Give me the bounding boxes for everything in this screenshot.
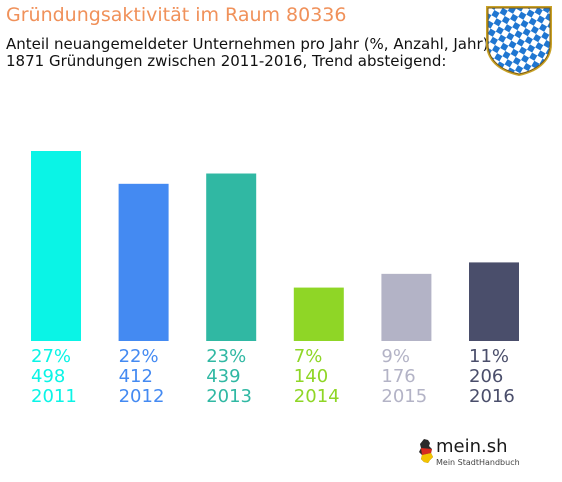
subtitle-line-1: Anteil neuangemeldeter Unternehmen pro J… — [6, 35, 489, 53]
percent-label: 9% — [381, 346, 410, 367]
brand-suffix: .sh — [481, 436, 508, 457]
year-label: 2013 — [206, 386, 252, 407]
year-label: 2015 — [381, 386, 428, 407]
bar-2016 — [469, 262, 519, 341]
bar-label-2012: 22% 412 2012 — [119, 347, 189, 407]
brand-logo: mein.sh — [436, 436, 508, 457]
bar-label-2013: 23% 439 2013 — [206, 347, 276, 407]
count-label: 140 — [293, 366, 329, 387]
year-label: 2012 — [118, 386, 165, 407]
bar-label-2016: 11% 206 2016 — [469, 347, 539, 407]
bar-label-2015: 9% 176 2015 — [381, 347, 451, 407]
bar-2015 — [381, 273, 432, 341]
germany-map-icon — [419, 439, 433, 463]
percent-label: 7% — [293, 346, 323, 367]
count-label: 176 — [381, 366, 416, 387]
percent-label: 11% — [469, 346, 510, 367]
bar-label-2014: 7% 140 2014 — [294, 347, 364, 407]
bar-2014 — [293, 287, 344, 341]
brand-name: mein — [436, 436, 482, 457]
subtitle-line-2: 1871 Gründungen zwischen 2011-2016, Tren… — [6, 52, 447, 70]
chart-title: Gründungsaktivität im Raum 80336 — [6, 4, 347, 26]
percent-label: 23% — [206, 346, 247, 367]
bar-2012 — [118, 183, 169, 341]
percent-label: 27% — [31, 346, 72, 367]
count-label: 498 — [31, 366, 66, 387]
chart-subtitle: Anteil neuangemeldeter Unternehmen pro J… — [6, 36, 489, 70]
bar-2013 — [206, 173, 257, 341]
count-label: 206 — [469, 366, 504, 387]
year-label: 2014 — [293, 386, 340, 407]
bars-group — [31, 151, 519, 341]
year-label: 2011 — [31, 386, 77, 407]
bar-label-2011: 27% 498 2011 — [31, 347, 101, 407]
year-label: 2016 — [469, 386, 515, 407]
bavaria-crest-icon — [486, 6, 552, 76]
count-label: 439 — [206, 366, 241, 387]
bar-2011 — [31, 151, 81, 341]
count-label: 412 — [118, 366, 153, 387]
percent-label: 22% — [118, 346, 159, 367]
brand-tagline: Mein StadtHandbuch — [436, 458, 520, 467]
